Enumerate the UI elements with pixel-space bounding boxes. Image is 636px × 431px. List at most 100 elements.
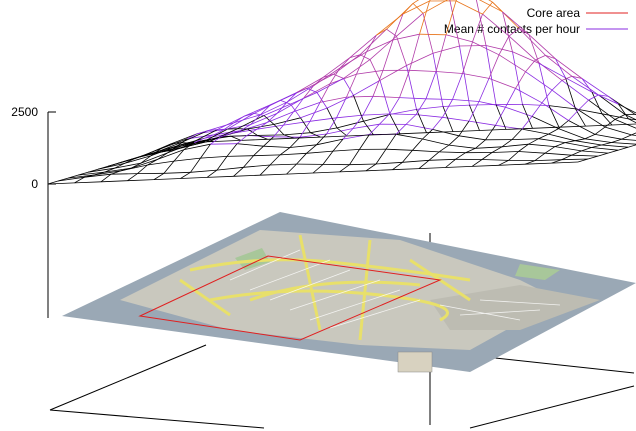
surface-segment [373,133,401,136]
surface-segment [213,129,225,136]
surface-segment [561,158,589,161]
surface-segment [356,51,367,75]
surface-segment [332,149,360,152]
surface-segment [631,132,636,136]
surface-segment [134,154,145,160]
surface-segment [110,170,122,175]
surface-segment [280,100,291,105]
surface-segment [524,160,536,165]
surface-segment [621,138,636,141]
surface-segment [230,130,241,134]
z-tick-label-2500: 2500 [11,105,38,119]
surface-segment [100,173,112,183]
surface-segment [57,176,85,182]
surface-segment [485,125,496,141]
surface-segment [601,144,629,148]
surface-segment [551,89,579,111]
surface-segment [336,120,364,129]
surface-segment [469,104,497,106]
surface-segment [84,173,112,178]
surface-segment [379,113,390,125]
surface-segment [501,143,529,148]
surface-segment [233,174,261,177]
surface-segment [521,128,549,135]
surface-segment [405,124,433,130]
surface-segment [200,156,228,159]
surface-segment [293,136,321,139]
surface-segment [372,95,400,98]
surface-segment [505,127,533,130]
surface-segment [299,121,311,138]
surface-segment [286,172,314,175]
surface-segment [385,134,397,150]
surface-segment [243,155,254,168]
surface-segment [528,143,556,147]
surface-segment [323,73,334,78]
surface-segment [283,120,311,126]
surface-segment [243,104,271,117]
surface-segment [173,157,201,162]
surface-segment [448,144,476,149]
legend-label-core-area: Core area [527,6,581,20]
surface-segment [518,28,530,36]
surface-segment [306,144,317,154]
surface-segment [548,105,576,110]
surface-segment [303,83,331,99]
surface-segment [233,115,245,124]
surface-segment [468,101,480,122]
surface-segment [269,163,297,166]
surface-segment [432,45,460,54]
surface-segment [442,104,470,107]
surface-segment [588,99,616,120]
surface-segment [273,124,285,136]
surface-segment [455,152,466,160]
surface-segment [442,116,470,122]
surface-segment [465,147,476,154]
surface-segment [67,174,95,179]
surface-segment [399,70,410,98]
surface-segment [293,97,304,113]
surface-segment [488,78,516,89]
surface-segment [508,35,536,61]
surface-segment [124,155,152,164]
surface-segment [571,75,599,96]
surface-segment [323,57,351,78]
surface-segment [631,134,636,136]
surface-segment [432,117,443,130]
surface-segment [535,55,546,61]
surface-segment [459,45,487,47]
surface-segment [591,91,619,105]
surface-segment [326,94,354,109]
surface-segment [478,0,503,13]
surface-segment [310,127,338,134]
surface-segment [114,162,142,169]
surface-segment [299,133,327,138]
surface-segment [353,80,381,96]
surface-segment [260,101,288,116]
surface-segment [74,181,102,184]
surface-segment [329,67,341,84]
surface-segment [428,158,456,161]
surface-segment [233,167,244,177]
surface-segment [571,154,599,157]
surface-segment [180,142,192,144]
surface-segment [259,164,271,176]
surface-segment [495,104,507,130]
surface-segment [385,148,413,151]
surface-segment [597,152,609,157]
surface-segment [598,94,626,115]
base-left-edge [49,409,265,429]
surface-segment [207,129,218,132]
surface-segment [505,88,516,108]
surface-segment [418,159,430,169]
surface-segment [412,138,423,151]
surface-segment [458,120,470,137]
surface-segment [405,114,417,125]
surface-segment [127,173,138,182]
surface-segment [187,141,215,143]
legend-label-contacts: Mean # contacts per hour [444,22,580,36]
surface-segment [236,143,264,147]
surface-segment [604,119,616,128]
core-area-outline [138,255,442,341]
surface-segment [110,173,138,175]
